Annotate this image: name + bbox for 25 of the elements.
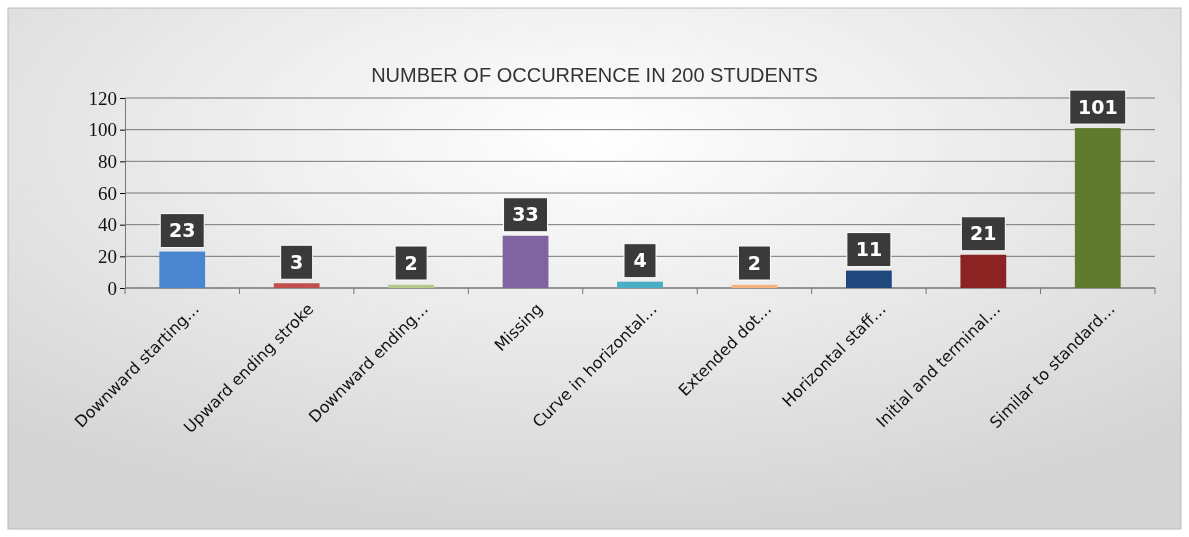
- y-tick-label: 20: [98, 245, 117, 267]
- data-label: 2: [747, 251, 762, 274]
- data-label: 4: [633, 249, 647, 272]
- y-tick-label: 80: [98, 150, 117, 172]
- y-tick-label: 0: [107, 277, 117, 299]
- y-tick-label: 100: [88, 119, 117, 141]
- data-label: 2: [404, 251, 418, 274]
- bar: [388, 284, 434, 288]
- data-label: 101: [1077, 95, 1118, 118]
- data-label: 21: [970, 222, 997, 245]
- bar: [273, 283, 320, 288]
- data-label: 23: [169, 219, 196, 242]
- bar: [617, 281, 663, 288]
- y-tick-label: 60: [98, 182, 117, 204]
- y-tick-label: 120: [88, 87, 117, 109]
- data-label: 3: [290, 250, 304, 273]
- data-label: 33: [512, 203, 539, 226]
- y-tick-label: 40: [98, 214, 117, 236]
- bar: [159, 251, 206, 288]
- data-label: 11: [855, 238, 883, 261]
- bar: [731, 284, 778, 288]
- bar: [502, 235, 549, 288]
- chart-title: NUMBER OF OCCURRENCE IN 200 STUDENTS: [371, 64, 818, 86]
- bar: [1074, 128, 1121, 288]
- bar: [846, 270, 892, 288]
